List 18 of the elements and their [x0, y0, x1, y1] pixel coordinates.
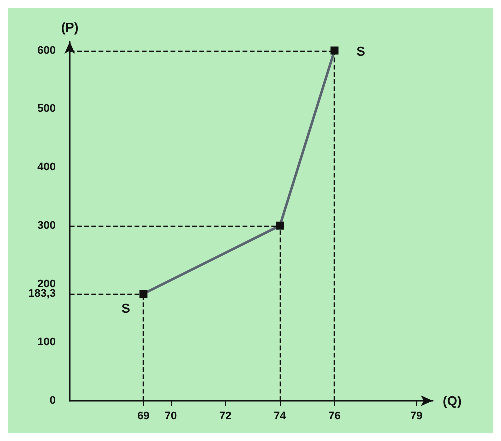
x-tick-label: 69: [138, 410, 150, 422]
y-tick-label: 400: [38, 162, 56, 174]
x-tick-label: 79: [410, 410, 423, 422]
y-axis-title: (P): [61, 20, 79, 35]
x-tick-label: 72: [219, 410, 232, 422]
y-tick-label: 600: [38, 44, 56, 57]
y-tick-label: 500: [38, 103, 56, 116]
x-axis-title: (Q): [443, 394, 462, 408]
x-tick-label: 74: [274, 410, 288, 422]
y-tick-label: 200: [38, 278, 56, 290]
y-tick-label: 100: [38, 336, 56, 349]
annotation: S: [122, 301, 131, 316]
y-tick-label: 183,3: [28, 288, 56, 300]
y-tick-label: 0: [50, 395, 56, 407]
x-tick-label: 76: [328, 410, 341, 422]
y-tick-label: 300: [38, 220, 56, 232]
annotation: S: [356, 44, 366, 59]
x-tick-label: 70: [164, 410, 178, 422]
